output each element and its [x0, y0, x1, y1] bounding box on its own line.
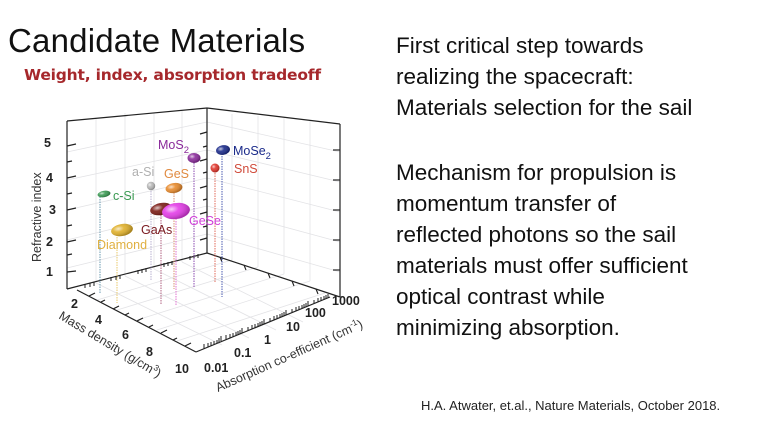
label-sns: SnS — [234, 162, 258, 176]
point-labels: c-Si Diamond a-Si GaAs GeS GeSe MoS2 SnS… — [97, 138, 271, 252]
text-line: momentum transfer of — [396, 191, 617, 216]
point-gese — [162, 202, 190, 220]
slide-subtitle: Weight, index, absorption tradeoff — [24, 66, 321, 84]
svg-text:10: 10 — [286, 320, 300, 334]
label-mose2: MoSe2 — [233, 144, 271, 162]
label-mos2: MoS2 — [158, 138, 189, 156]
z-axis-label: Refractive index — [30, 172, 44, 262]
svg-text:8: 8 — [146, 345, 153, 359]
x-tick-labels: 2 4 6 8 10 — [71, 297, 189, 376]
intro-paragraph: First critical step towards realizing th… — [396, 30, 692, 123]
z-tick-labels: 1 2 3 4 5 — [44, 136, 56, 279]
label-gese: GeSe — [189, 214, 221, 228]
z-axis-ticks — [66, 143, 77, 273]
text-line: reflected photons so the sail — [396, 222, 677, 247]
data-points — [97, 145, 230, 237]
text-line: Mechanism for propulsion is — [396, 160, 677, 185]
scatter-3d-chart: c-Si Diamond a-Si GaAs GeS GeSe MoS2 SnS… — [30, 107, 365, 395]
drop-lines — [99, 151, 223, 305]
citation: H.A. Atwater, et.al., Nature Materials, … — [421, 398, 721, 413]
svg-text:1000: 1000 — [332, 294, 360, 308]
slide-title: Candidate Materials — [8, 22, 306, 59]
y-axis-ticks — [203, 294, 329, 349]
text-line: First critical step towards — [396, 33, 644, 58]
point-sns — [210, 163, 220, 173]
text-line: minimizing absorption. — [396, 315, 620, 340]
svg-text:4: 4 — [95, 313, 102, 327]
point-mos2 — [187, 153, 201, 163]
text-line: optical contrast while — [396, 284, 605, 309]
text-line: Materials selection for the sail — [396, 95, 693, 120]
svg-text:1: 1 — [264, 333, 271, 347]
x-axis-ticks — [88, 292, 192, 347]
label-ges: GeS — [164, 167, 189, 181]
x-axis-label: Mass density (g/cm3) — [56, 307, 164, 381]
svg-text:0.1: 0.1 — [234, 346, 251, 360]
label-a-si: a-Si — [132, 165, 154, 179]
point-mose2 — [216, 145, 230, 155]
point-a-si — [146, 181, 156, 191]
back-right-floor-ticks — [219, 256, 319, 295]
text-line: materials must offer sufficient — [396, 253, 688, 278]
svg-text:4: 4 — [46, 171, 53, 185]
svg-text:1: 1 — [46, 265, 53, 279]
y-tick-labels: 0.01 0.1 1 10 100 1000 — [204, 294, 360, 375]
label-gaas: GaAs — [141, 223, 172, 237]
label-diamond: Diamond — [97, 238, 147, 252]
svg-text:10: 10 — [175, 362, 189, 376]
point-ges — [165, 182, 183, 194]
svg-text:2: 2 — [71, 297, 78, 311]
axis-frame — [66, 107, 341, 353]
back-axis-ticks — [199, 131, 208, 241]
svg-text:6: 6 — [122, 328, 129, 342]
mechanism-paragraph: Mechanism for propulsion is momentum tra… — [396, 157, 688, 343]
svg-text:5: 5 — [44, 136, 51, 150]
svg-text:0.01: 0.01 — [204, 361, 228, 375]
back-floor-ticks — [84, 254, 199, 288]
point-c-si — [97, 190, 111, 198]
text-line: realizing the spacecraft: — [396, 64, 634, 89]
svg-text:100: 100 — [305, 306, 326, 320]
svg-text:2: 2 — [46, 235, 53, 249]
point-diamond — [111, 223, 133, 237]
label-c-si: c-Si — [113, 189, 135, 203]
right-axis-ticks — [333, 149, 340, 271]
svg-text:3: 3 — [49, 203, 56, 217]
